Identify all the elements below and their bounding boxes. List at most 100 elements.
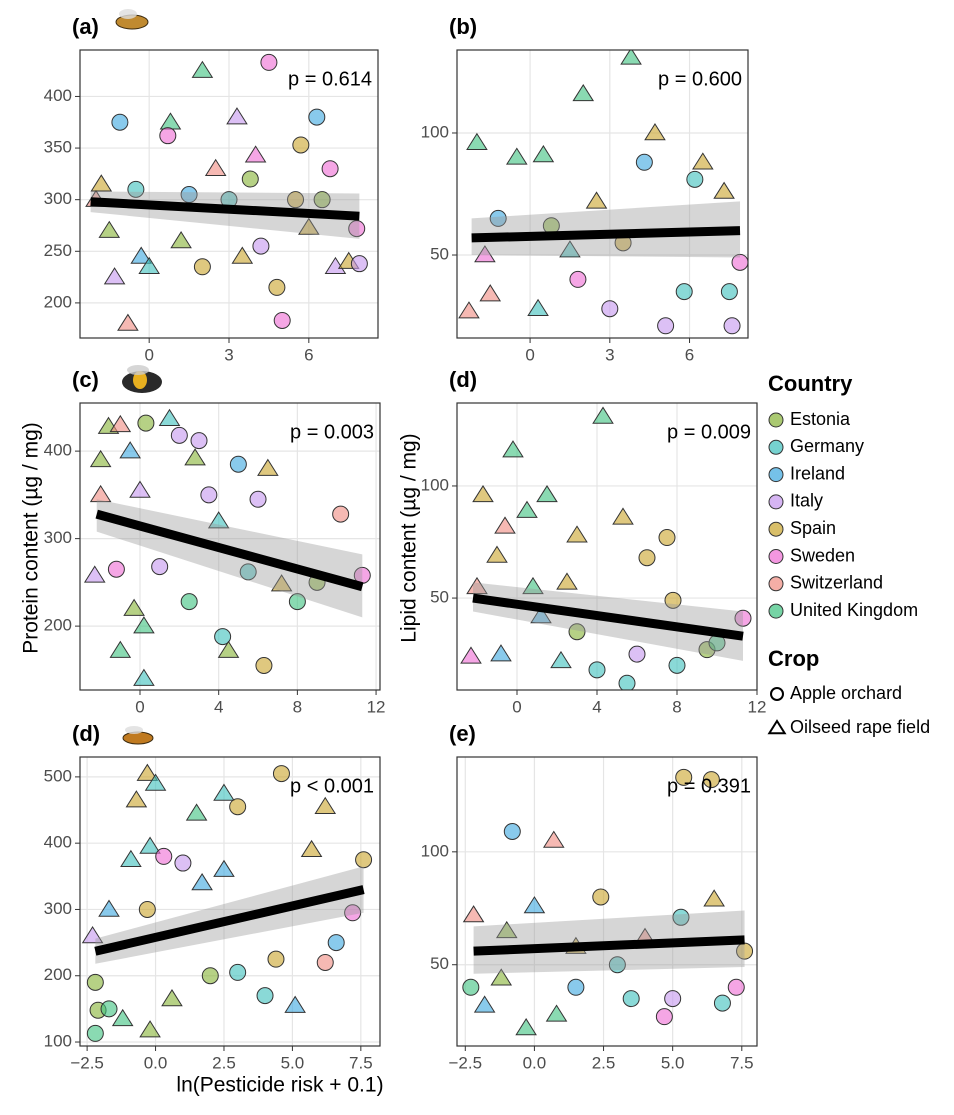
x-tick-label: 7.5	[349, 1053, 373, 1072]
x-tick-label: 6	[685, 345, 694, 364]
point	[144, 773, 167, 791]
point	[686, 170, 704, 188]
y-tick-label: 100	[421, 475, 449, 494]
y-tick-label: 300	[44, 189, 72, 208]
panel: −2.5 0.0 2.5 5.0 7.5 100 200 300 400 500 (d) p < 0.…	[44, 721, 381, 1072]
point	[527, 298, 549, 316]
fit-line	[473, 935, 745, 956]
p-value: p = 0.391	[667, 775, 751, 797]
x-tick-label: 0	[512, 697, 521, 716]
y-tick-label: 200	[44, 965, 72, 984]
point	[727, 978, 745, 996]
point	[536, 484, 558, 503]
point	[620, 50, 642, 65]
point	[489, 209, 507, 227]
point	[292, 136, 310, 154]
y-tick-label: 250	[44, 241, 72, 260]
point	[137, 414, 155, 432]
y-tick-label: 200	[44, 292, 72, 311]
plot-border	[456, 756, 758, 1047]
confidence-band	[471, 201, 741, 258]
legend-title: Country	[768, 371, 853, 396]
point	[530, 606, 552, 624]
point	[170, 426, 188, 444]
point	[161, 988, 183, 1007]
point	[125, 790, 148, 808]
point	[260, 53, 278, 71]
point	[127, 180, 145, 198]
point	[522, 576, 544, 595]
legend-key	[770, 687, 784, 701]
points	[85, 53, 368, 331]
point	[503, 823, 521, 841]
point	[284, 995, 306, 1013]
point	[139, 1020, 161, 1038]
point	[267, 950, 285, 968]
point	[657, 317, 675, 335]
legend-label: Switzerland	[790, 573, 883, 593]
x-tick-label: 7.5	[730, 1053, 754, 1072]
point	[180, 186, 198, 204]
legend-key	[768, 439, 784, 455]
point	[138, 256, 160, 275]
point	[505, 147, 528, 165]
point	[556, 572, 578, 590]
panel: 0 3 6 50 100 (b) p = 0.600	[421, 14, 749, 364]
point	[316, 953, 334, 971]
point	[559, 240, 581, 258]
legend-label: Oilseed rape field	[790, 717, 930, 737]
point	[460, 646, 482, 664]
point	[86, 1024, 104, 1042]
point	[83, 565, 106, 583]
point	[713, 181, 735, 199]
y-axis-label: Lipid content (µg / mg)	[398, 433, 421, 642]
x-tick-label: 0	[144, 345, 153, 364]
panel-label: (b)	[449, 14, 477, 39]
x-tick-label: 4	[592, 697, 601, 716]
y-tick-label: 100	[421, 122, 449, 141]
point	[136, 763, 159, 781]
panel: 0 4 8 12 200 300 400 (c) p = 0.003	[44, 367, 386, 717]
x-tick-label: −2.5	[70, 1053, 104, 1072]
point	[350, 255, 368, 273]
point	[214, 628, 232, 646]
point	[129, 480, 151, 498]
legend-label: United Kingdom	[790, 600, 918, 620]
point	[204, 158, 227, 176]
point	[98, 899, 120, 917]
point	[588, 661, 606, 679]
legend-key	[768, 521, 784, 537]
y-tick-label: 400	[44, 441, 72, 460]
p-value: p = 0.003	[290, 421, 374, 443]
point	[332, 505, 350, 523]
point	[628, 645, 646, 663]
point	[523, 896, 546, 914]
point	[567, 978, 585, 996]
x-tick-label: 3	[224, 345, 233, 364]
point	[180, 593, 198, 611]
point	[185, 803, 208, 821]
legend-label: Germany	[790, 436, 864, 456]
legend-label: Apple orchard	[790, 683, 902, 703]
point	[308, 108, 326, 126]
point	[723, 317, 741, 335]
x-tick-label: 8	[672, 697, 681, 716]
point	[151, 558, 169, 576]
point	[239, 563, 257, 581]
point	[155, 847, 173, 865]
point	[130, 246, 153, 264]
x-tick-label: 12	[367, 697, 386, 716]
bee-icon	[115, 9, 162, 745]
legend-label: Sweden	[790, 545, 855, 565]
fit-line	[90, 197, 360, 221]
point	[658, 529, 676, 547]
legend-key	[767, 719, 787, 735]
point	[107, 560, 125, 578]
x-tick-label: 8	[293, 697, 302, 716]
legend-key	[768, 549, 784, 564]
y-tick-label: 500	[44, 766, 72, 785]
point	[585, 191, 608, 209]
point	[213, 783, 235, 801]
point	[644, 123, 666, 141]
